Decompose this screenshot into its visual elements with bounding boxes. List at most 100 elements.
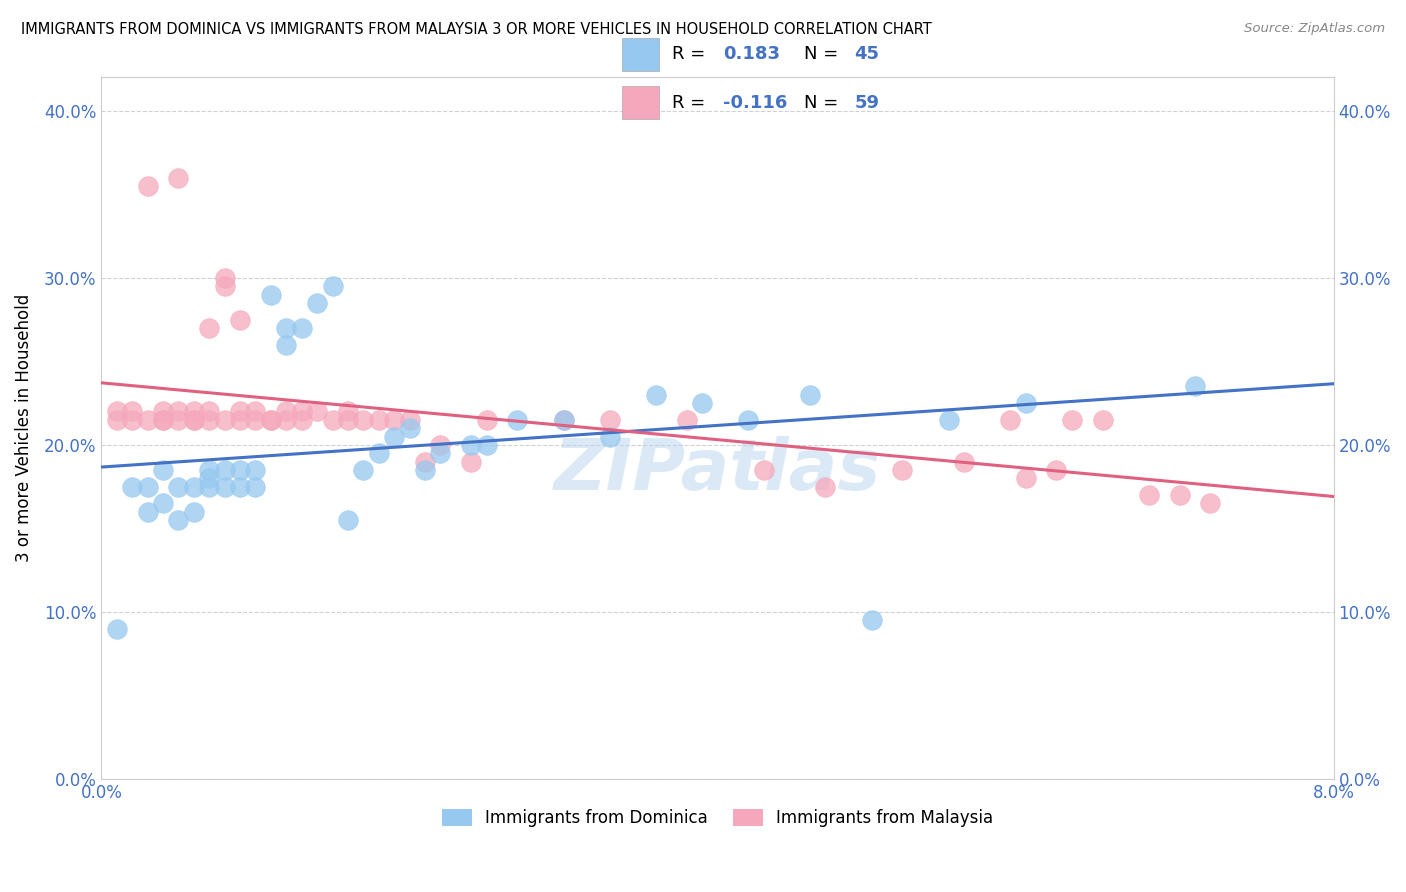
Text: R =: R = xyxy=(672,45,711,63)
Point xyxy=(198,480,221,494)
Point xyxy=(183,413,205,427)
Point xyxy=(276,413,298,427)
Point xyxy=(198,404,221,418)
Point xyxy=(382,429,405,443)
Point xyxy=(121,404,143,418)
Text: Source: ZipAtlas.com: Source: ZipAtlas.com xyxy=(1244,22,1385,36)
Point xyxy=(198,471,221,485)
Point xyxy=(799,388,821,402)
Point xyxy=(752,463,775,477)
Point xyxy=(891,463,914,477)
Point xyxy=(413,454,436,468)
Point xyxy=(105,404,128,418)
Point xyxy=(214,413,236,427)
FancyBboxPatch shape xyxy=(621,38,659,70)
Point xyxy=(352,413,374,427)
Point xyxy=(152,463,174,477)
Point xyxy=(121,480,143,494)
Point xyxy=(336,404,359,418)
FancyBboxPatch shape xyxy=(621,87,659,119)
Point xyxy=(1168,488,1191,502)
Point xyxy=(136,413,159,427)
Point xyxy=(599,429,621,443)
Text: N =: N = xyxy=(804,45,844,63)
Point xyxy=(953,454,976,468)
Point xyxy=(382,413,405,427)
Point xyxy=(1184,379,1206,393)
Point xyxy=(998,413,1021,427)
Point xyxy=(367,413,389,427)
Point xyxy=(136,480,159,494)
Text: ZIPatlas: ZIPatlas xyxy=(554,436,882,505)
Point xyxy=(229,404,252,418)
Legend: Immigrants from Dominica, Immigrants from Malaysia: Immigrants from Dominica, Immigrants fro… xyxy=(434,802,1000,834)
Point xyxy=(291,321,314,335)
Point xyxy=(1091,413,1114,427)
Point xyxy=(198,463,221,477)
Point xyxy=(183,404,205,418)
Point xyxy=(352,463,374,477)
Point xyxy=(152,413,174,427)
Point xyxy=(336,513,359,527)
Point xyxy=(276,404,298,418)
Point xyxy=(152,404,174,418)
Text: R =: R = xyxy=(672,94,711,112)
Text: 59: 59 xyxy=(855,94,880,112)
Point xyxy=(429,446,451,460)
Point xyxy=(1199,496,1222,510)
Point xyxy=(1045,463,1067,477)
Point xyxy=(460,438,482,452)
Point xyxy=(675,413,697,427)
Point xyxy=(398,413,420,427)
Point xyxy=(214,463,236,477)
Point xyxy=(183,413,205,427)
Point xyxy=(229,413,252,427)
Point xyxy=(814,480,837,494)
Point xyxy=(136,179,159,194)
Point xyxy=(336,413,359,427)
Point xyxy=(307,296,329,310)
Point xyxy=(860,613,883,627)
Point xyxy=(167,413,190,427)
Point xyxy=(1014,396,1036,410)
Point xyxy=(413,463,436,477)
Point xyxy=(291,413,314,427)
Point xyxy=(183,505,205,519)
Point xyxy=(321,413,343,427)
Point xyxy=(553,413,575,427)
Point xyxy=(167,513,190,527)
Point xyxy=(105,413,128,427)
Point xyxy=(245,404,267,418)
Point xyxy=(506,413,529,427)
Point xyxy=(260,287,283,301)
Point xyxy=(1014,471,1036,485)
Point xyxy=(307,404,329,418)
Point xyxy=(1060,413,1083,427)
Point xyxy=(167,480,190,494)
Point xyxy=(198,321,221,335)
Point xyxy=(260,413,283,427)
Text: -0.116: -0.116 xyxy=(723,94,787,112)
Text: 45: 45 xyxy=(855,45,880,63)
Point xyxy=(690,396,713,410)
Point xyxy=(553,413,575,427)
Point xyxy=(198,413,221,427)
Point xyxy=(183,480,205,494)
Point xyxy=(229,480,252,494)
Point xyxy=(291,404,314,418)
Point xyxy=(475,438,498,452)
Point xyxy=(276,321,298,335)
Point xyxy=(645,388,668,402)
Point xyxy=(245,413,267,427)
Point xyxy=(245,480,267,494)
Point xyxy=(1137,488,1160,502)
Point xyxy=(321,279,343,293)
Point xyxy=(214,480,236,494)
Point xyxy=(214,271,236,285)
Point xyxy=(167,170,190,185)
Point xyxy=(737,413,759,427)
Y-axis label: 3 or more Vehicles in Household: 3 or more Vehicles in Household xyxy=(15,294,32,562)
Point xyxy=(229,463,252,477)
Point xyxy=(229,312,252,326)
Point xyxy=(475,413,498,427)
